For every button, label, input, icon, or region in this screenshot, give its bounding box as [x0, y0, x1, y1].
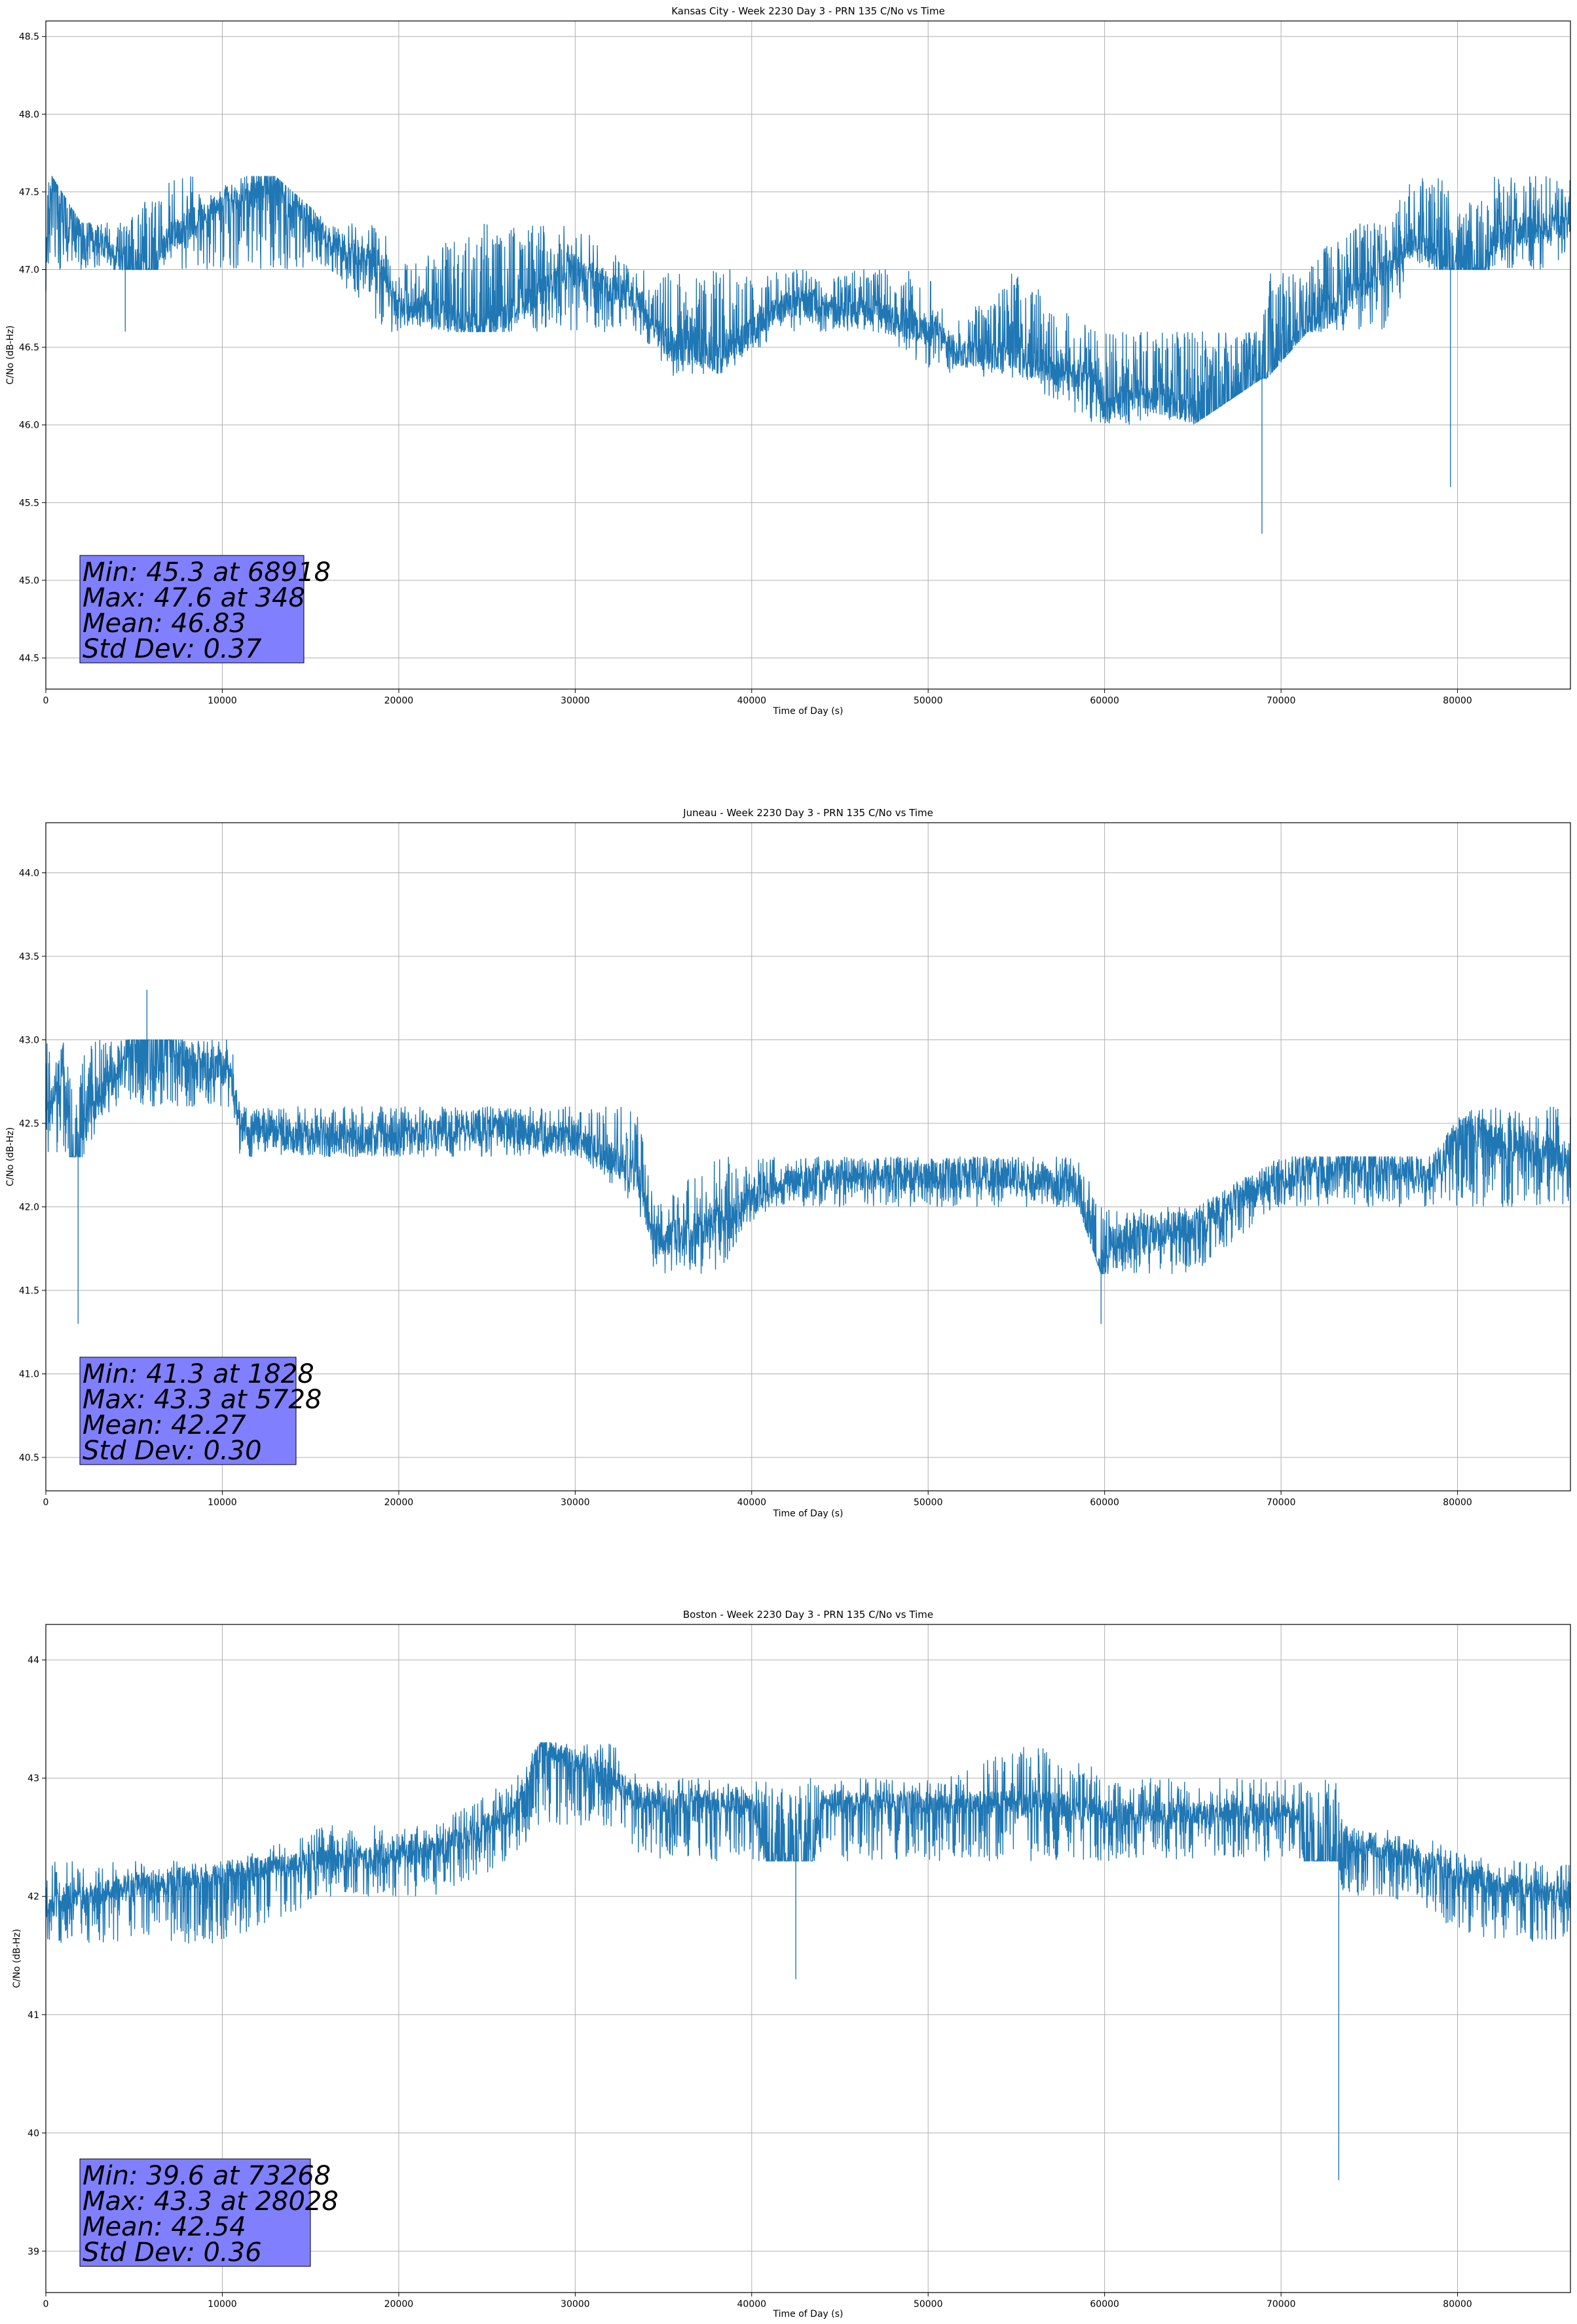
y-tick-label: 42.5: [19, 1119, 39, 1129]
x-tick-label: 80000: [1443, 1497, 1472, 1508]
x-tick-label: 30000: [561, 1497, 590, 1508]
y-tick-label: 46.0: [19, 421, 39, 431]
plot-frame: [45, 20, 1571, 690]
stats-box: Min: 41.3 at 1828 Max: 43.3 at 5728 Mean…: [79, 1357, 322, 1466]
plot-frame: [45, 1624, 1571, 2293]
gridlines: [45, 823, 1570, 1491]
x-tick-label: 80000: [1443, 2299, 1472, 2310]
x-tick-label: 50000: [914, 1497, 943, 1508]
y-tick-label: 40: [28, 2128, 39, 2139]
y-tick-label: 44.5: [19, 654, 39, 664]
plot-marks: [45, 176, 1571, 534]
y-tick-label: 43.0: [19, 1036, 39, 1046]
chart-panel-kansas-city: Kansas City - Week 2230 Day 3 - PRN 135 …: [5, 5, 1571, 717]
series-line-cno: [45, 176, 1571, 534]
stats-box-background: [79, 2158, 311, 2267]
x-tick-label: 50000: [914, 2299, 943, 2310]
x-tick-label: 20000: [384, 2299, 414, 2310]
chart-title: Boston - Week 2230 Day 3 - PRN 135 C/No …: [683, 1609, 933, 1621]
y-axis-label: C/No (dB-Hz): [5, 326, 16, 384]
series-line-cno: [45, 990, 1571, 1324]
stats-box: Min: 45.3 at 68918 Max: 47.6 at 348 Mean…: [79, 555, 331, 664]
chart-title: Kansas City - Week 2230 Day 3 - PRN 135 …: [671, 5, 945, 17]
ticks: 0 10000 20000 30000 40000 50000 60000 70000 8000…: [19, 32, 1472, 706]
chart-panel-juneau: Juneau - Week 2230 Day 3 - PRN 135 C/No …: [5, 807, 1571, 1519]
y-axis-label: C/No (dB-Hz): [5, 1127, 16, 1186]
stat-min: Min: 39.6 at 73268: [83, 2161, 331, 2191]
stat-std-dev: Std Dev: 0.37: [83, 634, 262, 664]
stat-max: Max: 43.3 at 28028: [83, 2186, 339, 2217]
y-tick-label: 42: [28, 1892, 39, 1902]
plot-frame: [45, 822, 1571, 1491]
y-tick-label: 44.0: [19, 869, 39, 879]
stat-mean: Mean: 42.54: [83, 2212, 246, 2242]
y-tick-label: 41: [28, 2010, 39, 2021]
y-tick-label: 47.5: [19, 187, 39, 198]
x-tick-label: 40000: [737, 2299, 767, 2310]
chart-panel-boston: Boston - Week 2230 Day 3 - PRN 135 C/No …: [12, 1609, 1571, 2319]
series-line-cno: [45, 1742, 1571, 2181]
stat-min: Min: 41.3 at 1828: [83, 1359, 314, 1389]
x-tick-label: 0: [43, 2299, 49, 2310]
y-tick-label: 45.5: [19, 498, 39, 508]
y-tick-label: 47.0: [19, 265, 39, 276]
x-tick-label: 70000: [1267, 2299, 1296, 2310]
x-tick-label: 60000: [1090, 1497, 1119, 1508]
chart-title: Juneau - Week 2230 Day 3 - PRN 135 C/No …: [682, 807, 933, 819]
x-tick-label: 20000: [384, 696, 414, 706]
x-tick-label: 50000: [914, 696, 943, 706]
y-tick-label: 43: [28, 1774, 39, 1784]
x-axis-label: Time of Day (s): [773, 706, 844, 717]
x-tick-label: 30000: [561, 696, 590, 706]
stats-box: Min: 39.6 at 73268 Max: 43.3 at 28028 Me…: [79, 2158, 339, 2268]
y-tick-label: 48.5: [19, 32, 39, 43]
y-tick-label: 45.0: [19, 576, 39, 586]
y-tick-label: 46.5: [19, 343, 39, 353]
stats-box-background: [79, 1357, 297, 1465]
y-tick-label: 39: [28, 2247, 39, 2257]
plot-marks: [45, 990, 1571, 1324]
x-tick-label: 20000: [384, 1497, 414, 1508]
stat-std-dev: Std Dev: 0.30: [83, 1436, 262, 1466]
stat-min: Min: 45.3 at 68918: [83, 557, 331, 588]
stat-std-dev: Std Dev: 0.36: [83, 2238, 262, 2268]
x-tick-label: 10000: [208, 1497, 237, 1508]
x-tick-label: 60000: [1090, 2299, 1119, 2310]
stat-max: Max: 47.6 at 348: [83, 583, 305, 613]
ticks: 0 10000 20000 30000 40000 50000 60000 70000 8000…: [19, 869, 1472, 1509]
x-tick-label: 70000: [1267, 696, 1296, 706]
stat-mean: Mean: 46.83: [83, 609, 246, 639]
y-tick-label: 43.5: [19, 952, 39, 962]
stat-mean: Mean: 42.27: [83, 1410, 246, 1440]
x-tick-label: 40000: [737, 1497, 767, 1508]
x-tick-label: 0: [43, 1497, 49, 1508]
plot-marks: [45, 1742, 1571, 2181]
ticks: 0 10000 20000 30000 40000 50000 60000 70000 8000…: [28, 1655, 1472, 2310]
x-tick-label: 30000: [561, 2299, 590, 2310]
x-tick-label: 10000: [208, 696, 237, 706]
y-tick-label: 42.0: [19, 1203, 39, 1213]
y-tick-label: 41.0: [19, 1370, 39, 1380]
y-tick-label: 40.5: [19, 1453, 39, 1463]
y-tick-label: 48.0: [19, 109, 39, 120]
x-tick-label: 10000: [208, 2299, 237, 2310]
x-tick-label: 80000: [1443, 696, 1472, 706]
stats-box-background: [79, 555, 305, 664]
stat-max: Max: 43.3 at 5728: [83, 1385, 322, 1415]
x-axis-label: Time of Day (s): [773, 2309, 844, 2319]
x-tick-label: 40000: [737, 696, 767, 706]
y-tick-label: 44: [28, 1655, 39, 1666]
x-tick-label: 0: [43, 696, 49, 706]
x-tick-label: 70000: [1267, 1497, 1296, 1508]
y-axis-label: C/No (dB-Hz): [12, 1929, 22, 1988]
x-tick-label: 60000: [1090, 696, 1119, 706]
y-tick-label: 41.5: [19, 1286, 39, 1296]
x-axis-label: Time of Day (s): [773, 1509, 844, 1519]
